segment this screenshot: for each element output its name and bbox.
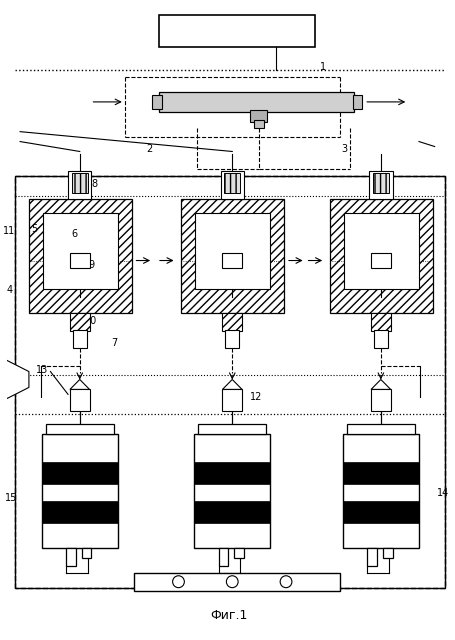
Bar: [41, 501, 118, 524]
Text: 5: 5: [32, 224, 38, 234]
Bar: [15, 176, 445, 588]
Bar: [371, 389, 391, 412]
Bar: [70, 389, 90, 412]
Circle shape: [280, 576, 292, 588]
Text: 11: 11: [3, 226, 15, 236]
Bar: [194, 461, 270, 484]
Text: 4: 4: [6, 285, 12, 295]
Text: 13: 13: [36, 365, 48, 374]
Bar: [43, 213, 118, 289]
Text: 15: 15: [5, 493, 17, 504]
Text: 12: 12: [250, 392, 262, 403]
Bar: [159, 92, 354, 112]
Text: 14: 14: [437, 488, 449, 499]
Polygon shape: [1, 358, 29, 401]
Bar: [222, 389, 242, 412]
Bar: [82, 548, 91, 558]
Polygon shape: [222, 380, 242, 389]
Bar: [254, 120, 263, 128]
Text: 3: 3: [342, 145, 348, 154]
Bar: [371, 313, 391, 331]
Bar: [72, 173, 87, 193]
Bar: [343, 501, 419, 524]
Polygon shape: [70, 380, 90, 389]
Bar: [41, 434, 118, 548]
Bar: [152, 95, 162, 109]
Bar: [29, 199, 131, 313]
Bar: [383, 548, 393, 558]
Bar: [344, 213, 419, 289]
Circle shape: [227, 576, 238, 588]
Circle shape: [172, 576, 184, 588]
Bar: [343, 434, 419, 548]
Text: 6: 6: [72, 228, 78, 239]
Bar: [367, 548, 377, 566]
Bar: [224, 173, 240, 193]
Text: 1: 1: [320, 62, 326, 72]
Bar: [66, 548, 76, 566]
Polygon shape: [371, 380, 391, 389]
Bar: [194, 434, 270, 548]
Bar: [73, 330, 86, 348]
Bar: [369, 172, 393, 199]
Text: 7: 7: [111, 338, 117, 348]
Bar: [159, 15, 315, 47]
Bar: [373, 173, 389, 193]
Text: 8: 8: [91, 179, 97, 189]
Bar: [70, 253, 90, 268]
Bar: [198, 424, 267, 434]
Text: 9: 9: [88, 260, 95, 271]
Text: 10: 10: [86, 316, 98, 326]
Bar: [182, 199, 284, 313]
Bar: [195, 213, 270, 289]
Bar: [343, 461, 419, 484]
Bar: [234, 548, 244, 558]
Bar: [250, 110, 268, 122]
Text: Фиг.1: Фиг.1: [211, 609, 248, 622]
Bar: [225, 330, 239, 348]
Bar: [222, 313, 242, 331]
Bar: [46, 424, 114, 434]
Bar: [194, 501, 270, 524]
Bar: [221, 172, 244, 199]
Bar: [347, 424, 415, 434]
Bar: [218, 548, 228, 566]
Bar: [374, 330, 388, 348]
Bar: [135, 573, 340, 591]
Bar: [222, 253, 242, 268]
Bar: [70, 313, 90, 331]
Text: Двигатель: Двигатель: [198, 24, 276, 38]
Bar: [330, 199, 433, 313]
Text: 2: 2: [146, 145, 152, 154]
Bar: [371, 253, 391, 268]
Bar: [353, 95, 362, 109]
Bar: [41, 461, 118, 484]
Bar: [68, 172, 91, 199]
